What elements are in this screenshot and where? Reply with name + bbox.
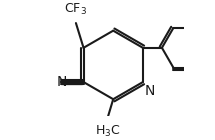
Text: $\mathsf{CF_3}$: $\mathsf{CF_3}$ — [64, 2, 87, 17]
Text: N: N — [145, 84, 155, 98]
Text: N: N — [57, 75, 67, 89]
Text: $\mathsf{H_3C}$: $\mathsf{H_3C}$ — [95, 124, 120, 139]
